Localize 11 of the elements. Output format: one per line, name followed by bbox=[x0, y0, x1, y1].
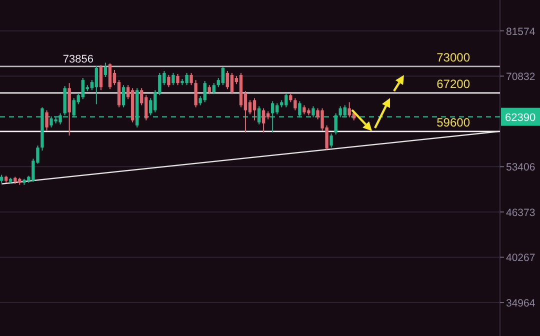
y-tick-label: 46373 bbox=[506, 206, 536, 219]
ref-line-label: 62390 bbox=[505, 112, 536, 124]
ref-line-label: 67200 bbox=[436, 76, 470, 91]
y-tick-label: 34964 bbox=[506, 298, 536, 310]
y-tick-label: 40267 bbox=[506, 252, 536, 264]
y-tick-label: 81574 bbox=[506, 26, 536, 38]
y-tick-label: 70832 bbox=[506, 71, 536, 84]
y-tick-label: 53406 bbox=[506, 162, 536, 174]
annotation: 73856 bbox=[62, 54, 94, 66]
ref-line-label: 73000 bbox=[436, 50, 470, 64]
ref-line-label: 59600 bbox=[436, 115, 470, 130]
